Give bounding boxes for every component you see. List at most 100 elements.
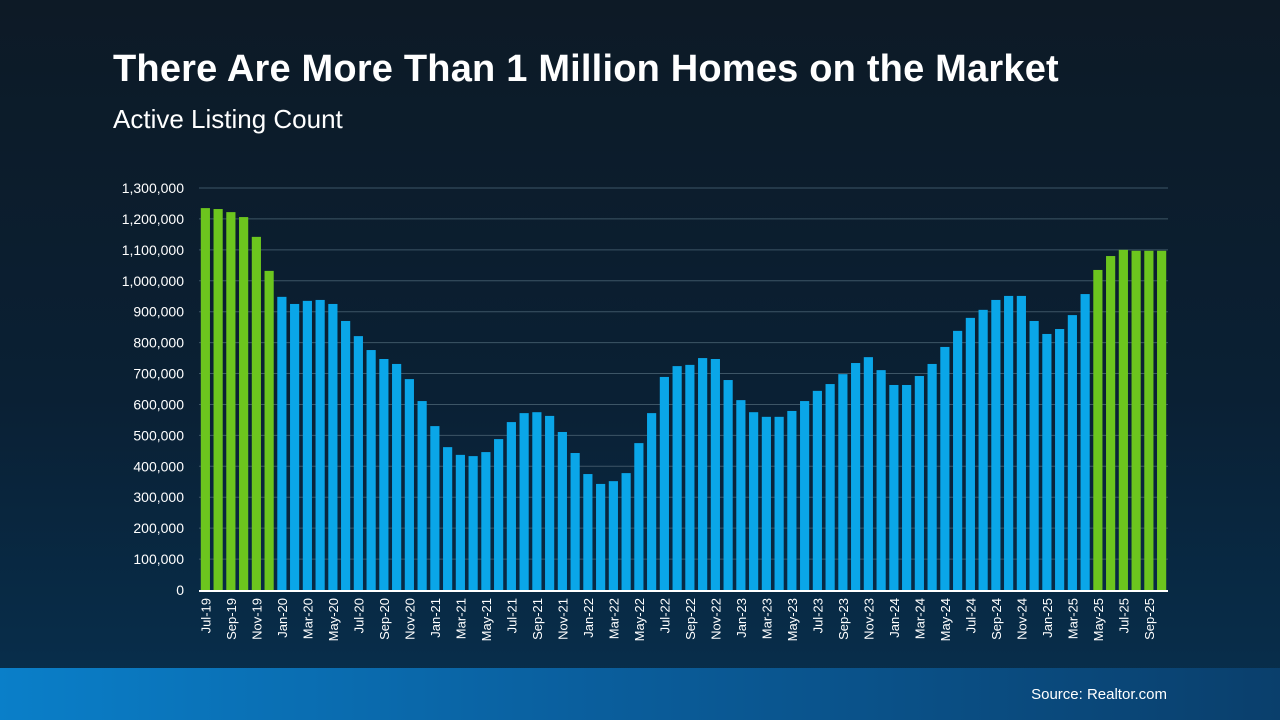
bar-Jul-24 bbox=[965, 317, 975, 590]
bar-Sep-22 bbox=[685, 364, 695, 590]
bar-Mar-23 bbox=[761, 416, 771, 590]
x-tick-label: Jan-22 bbox=[581, 598, 596, 638]
bar-May-22 bbox=[634, 443, 644, 590]
bar-Dec-23 bbox=[876, 370, 886, 590]
x-tick-label: May-22 bbox=[632, 598, 647, 641]
y-tick-label: 500,000 bbox=[133, 427, 184, 443]
bar-Jul-19 bbox=[200, 208, 210, 590]
bar-Feb-24 bbox=[902, 384, 912, 590]
source-note: Source: Realtor.com bbox=[1031, 686, 1167, 703]
bar-Jun-23 bbox=[800, 401, 810, 590]
bar-Oct-22 bbox=[698, 358, 708, 590]
bar-Aug-24 bbox=[978, 309, 988, 590]
bar-Oct-21 bbox=[545, 415, 555, 590]
y-tick-label: 1,300,000 bbox=[122, 180, 184, 196]
y-tick-label: 300,000 bbox=[133, 489, 184, 505]
x-tick-label: Jul-19 bbox=[198, 598, 213, 633]
x-tick-label: Sep-21 bbox=[530, 598, 545, 640]
x-tick-label: Nov-22 bbox=[708, 598, 723, 640]
bar-Mar-24 bbox=[914, 376, 924, 590]
x-tick-label: May-24 bbox=[938, 598, 953, 641]
bar-Apr-25 bbox=[1080, 294, 1090, 590]
x-tick-label: Jul-22 bbox=[657, 598, 672, 633]
y-tick-label: 400,000 bbox=[133, 458, 184, 474]
bar-Feb-21 bbox=[443, 447, 453, 590]
bar-Jan-21 bbox=[430, 426, 440, 590]
bar-Sep-21 bbox=[532, 412, 542, 590]
x-tick-label: Mar-22 bbox=[606, 598, 621, 639]
bar-Nov-21 bbox=[557, 431, 567, 590]
y-tick-label: 700,000 bbox=[133, 366, 184, 382]
bar-Dec-19 bbox=[264, 270, 274, 590]
x-tick-label: Mar-23 bbox=[759, 598, 774, 639]
bar-Dec-20 bbox=[417, 401, 427, 590]
bar-Aug-25 bbox=[1131, 250, 1141, 590]
bar-Jun-24 bbox=[953, 330, 963, 590]
bar-Apr-22 bbox=[621, 473, 631, 590]
bar-Oct-24 bbox=[1004, 295, 1014, 590]
bar-May-25 bbox=[1093, 269, 1103, 590]
bar-Dec-22 bbox=[723, 380, 733, 590]
bar-Aug-23 bbox=[825, 384, 835, 590]
x-tick-label: Jul-25 bbox=[1116, 598, 1131, 633]
bar-Feb-20 bbox=[290, 303, 300, 590]
y-tick-label: 900,000 bbox=[133, 304, 184, 320]
bar-Jan-23 bbox=[736, 400, 746, 590]
bar-Jul-22 bbox=[659, 376, 669, 590]
bar-Aug-21 bbox=[519, 413, 529, 590]
x-tick-label: Jul-20 bbox=[351, 598, 366, 633]
x-tick-label: Jul-21 bbox=[504, 598, 519, 633]
chart-title: There Are More Than 1 Million Homes on t… bbox=[113, 48, 1059, 90]
x-tick-label: Jul-23 bbox=[810, 598, 825, 633]
bar-Jul-25 bbox=[1118, 249, 1128, 590]
bar-Jun-22 bbox=[647, 413, 657, 590]
bar-Oct-19 bbox=[239, 217, 249, 590]
x-tick-label: Sep-24 bbox=[989, 598, 1004, 640]
bar-Nov-22 bbox=[710, 359, 720, 590]
bar-Nov-20 bbox=[404, 379, 414, 590]
bar-Aug-20 bbox=[366, 350, 376, 590]
bar-Apr-20 bbox=[315, 299, 325, 590]
bar-Jan-24 bbox=[889, 384, 899, 590]
bar-Nov-24 bbox=[1016, 295, 1026, 590]
bar-Jan-20 bbox=[277, 296, 287, 590]
bar-chart: 0 100,000 200,000 300,000 400,000 500,000 600,… bbox=[122, 180, 1168, 641]
bar-May-24 bbox=[940, 346, 950, 590]
y-tick-label: 800,000 bbox=[133, 335, 184, 351]
x-tick-label: Jan-21 bbox=[428, 598, 443, 638]
x-tick-label: Jul-24 bbox=[963, 598, 978, 633]
x-tick-label: Sep-23 bbox=[836, 598, 851, 640]
x-tick-label: Mar-21 bbox=[453, 598, 468, 639]
bar-Nov-19 bbox=[251, 236, 261, 590]
bar-Oct-23 bbox=[851, 363, 861, 590]
x-tick-label: Nov-24 bbox=[1014, 598, 1029, 640]
x-tick-label: Mar-25 bbox=[1065, 598, 1080, 639]
x-tick-label: Nov-21 bbox=[555, 598, 570, 640]
x-tick-label: Sep-20 bbox=[377, 598, 392, 640]
y-tick-label: 200,000 bbox=[133, 520, 184, 536]
bar-Mar-21 bbox=[455, 454, 465, 590]
y-tick-label: 1,000,000 bbox=[122, 273, 184, 289]
bar-Feb-25 bbox=[1055, 329, 1065, 590]
bar-Aug-22 bbox=[672, 366, 682, 590]
bar-Nov-23 bbox=[863, 357, 873, 590]
bar-Apr-21 bbox=[468, 456, 478, 590]
bar-Jul-23 bbox=[812, 390, 822, 590]
x-tick-label: Sep-22 bbox=[683, 598, 698, 640]
y-tick-label: 1,100,000 bbox=[122, 242, 184, 258]
bar-Oct-25 bbox=[1157, 250, 1167, 590]
bar-May-23 bbox=[787, 410, 797, 590]
x-tick-label: May-25 bbox=[1091, 598, 1106, 641]
bar-Feb-23 bbox=[749, 412, 759, 590]
bar-Sep-25 bbox=[1144, 250, 1154, 590]
x-tick-label: Jan-25 bbox=[1040, 598, 1055, 638]
x-tick-label: Sep-19 bbox=[224, 598, 239, 640]
bar-Jul-20 bbox=[353, 336, 363, 590]
bar-Jan-25 bbox=[1042, 333, 1052, 590]
x-tick-label: Jan-24 bbox=[887, 598, 902, 638]
bar-Mar-22 bbox=[608, 481, 618, 590]
bar-Jul-21 bbox=[506, 422, 516, 590]
x-tick-label: May-21 bbox=[479, 598, 494, 641]
y-tick-label: 100,000 bbox=[133, 551, 184, 567]
bar-Aug-19 bbox=[213, 209, 223, 590]
